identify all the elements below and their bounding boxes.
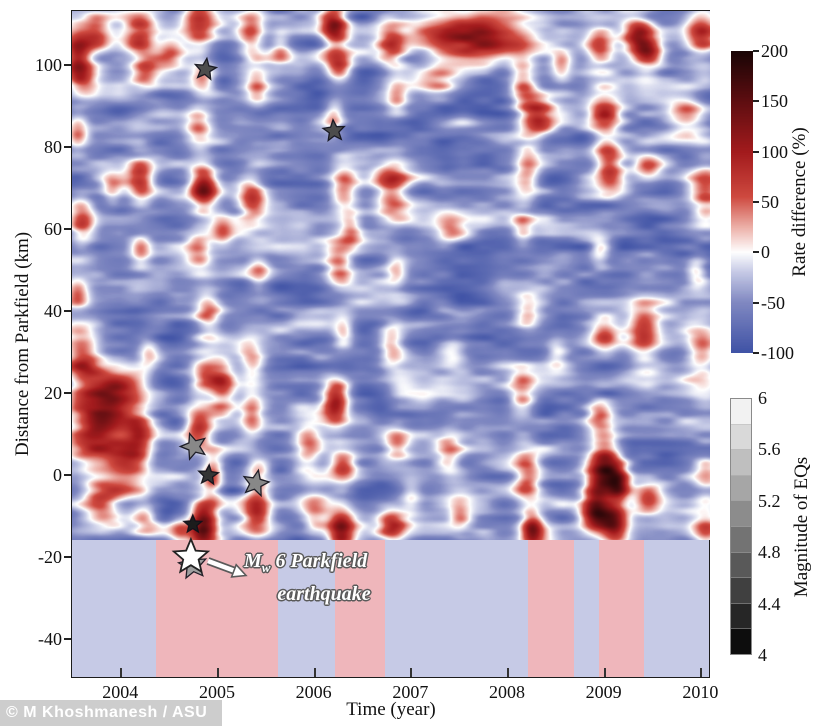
rate-colorbar-tick-mark — [753, 251, 759, 254]
rate-colorbar-tick-mark — [753, 201, 759, 203]
annotation-line2: earthquake — [277, 583, 371, 605]
x-tick-mark — [506, 668, 509, 677]
rate-colorbar-tick-mark — [753, 100, 759, 103]
magnitude-colorbar-cell — [731, 424, 751, 451]
x-tick-label: 2010 — [682, 682, 719, 702]
rate-colorbar-tick-label: 50 — [761, 192, 779, 212]
y-tick-label: 80 — [44, 137, 62, 158]
period-stripe-pink — [528, 540, 574, 677]
rate-colorbar-tick-label: 150 — [761, 91, 788, 112]
x-tick-label: 2008 — [488, 682, 525, 702]
y-tick-mark — [64, 474, 71, 477]
magnitude-colorbar-cell — [731, 603, 751, 630]
x-tick-mark — [313, 668, 316, 677]
rate-colorbar-tick-label: 0 — [761, 242, 770, 263]
x-tick-mark — [603, 668, 606, 677]
y-tick-label: 0 — [53, 465, 62, 486]
y-tick-label: 40 — [44, 301, 62, 322]
rate-colorbar-tick-mark — [753, 352, 759, 354]
y-tick-mark — [64, 146, 71, 149]
period-stripe-blue — [277, 540, 335, 677]
x-tick-label: 2005 — [198, 682, 235, 702]
period-stripe-blue — [72, 540, 157, 677]
magnitude-colorbar-cell — [731, 578, 751, 604]
y-tick-label: 20 — [44, 383, 62, 404]
x-tick-label: 2007 — [392, 682, 429, 702]
aseismic-band — [72, 540, 709, 677]
rate-colorbar-tick-mark — [753, 301, 759, 304]
rate-colorbar-tick-label: 100 — [761, 141, 788, 162]
magnitude-colorbar-cell — [731, 501, 751, 527]
annotation-subscript: w — [261, 560, 271, 575]
magnitude-colorbar-cell — [731, 552, 751, 579]
x-tick-mark — [216, 668, 219, 677]
annotation-magnitude-symbol: M — [244, 550, 262, 572]
magnitude-colorbar — [730, 398, 752, 655]
period-stripe-pink — [598, 540, 645, 677]
y-tick-mark — [64, 64, 71, 67]
magnitude-colorbar-tick-label: 6 — [758, 388, 767, 408]
period-stripe-blue — [644, 540, 709, 677]
y-tick-mark — [64, 638, 71, 641]
rate-colorbar-tick-mark — [753, 50, 759, 52]
period-stripe-blue — [385, 540, 529, 677]
magnitude-colorbar-cell — [731, 450, 751, 476]
y-tick-label: -20 — [38, 547, 62, 568]
y-tick-mark — [64, 228, 71, 231]
magnitude-colorbar-cell — [731, 475, 751, 502]
rate-colorbar-label: Rate difference (%) — [789, 127, 810, 277]
y-tick-label: 100 — [35, 55, 62, 76]
magnitude-colorbar-cell — [731, 526, 751, 553]
magnitude-colorbar-tick-label: 4 — [758, 645, 767, 665]
rate-difference-heatmap — [72, 11, 710, 540]
x-tick-mark — [120, 668, 123, 677]
x-tick-mark — [700, 668, 703, 677]
credit-watermark: © M Khoshmanesh / ASU — [0, 700, 222, 726]
annotation-text: 6 Parkfield — [270, 550, 368, 572]
magnitude-colorbar-cell — [731, 629, 751, 654]
heatmap-plot — [71, 10, 710, 678]
period-stripe-pink — [334, 540, 386, 677]
x-tick-label: 2006 — [295, 682, 332, 702]
period-stripe-blue — [573, 540, 599, 677]
x-tick-mark — [410, 668, 413, 677]
x-axis-label: Time (year) — [346, 699, 436, 720]
y-axis-label: Distance from Parkfield (km) — [12, 231, 33, 457]
magnitude-colorbar-label: Magnitude of EQs — [791, 456, 812, 598]
y-tick-label: -40 — [38, 629, 62, 650]
x-tick-label: 2004 — [102, 682, 139, 702]
rate-difference-colorbar — [731, 51, 753, 353]
rate-colorbar-tick-label: -100 — [761, 343, 794, 363]
magnitude-colorbar-cell — [731, 399, 751, 425]
y-tick-mark — [64, 392, 71, 395]
rate-colorbar-tick-label: 200 — [761, 41, 788, 61]
magnitude-colorbar-tick-label: 4.4 — [758, 593, 781, 614]
y-tick-mark — [64, 310, 71, 313]
magnitude-colorbar-tick-label: 5.2 — [758, 490, 781, 511]
magnitude-colorbar-tick-label: 4.8 — [758, 542, 781, 563]
y-tick-mark — [64, 556, 71, 559]
magnitude-colorbar-tick-label: 5.6 — [758, 439, 781, 460]
rate-colorbar-tick-mark — [753, 150, 759, 153]
rate-colorbar-tick-label: -50 — [761, 292, 785, 313]
x-tick-label: 2009 — [585, 682, 622, 702]
y-tick-label: 60 — [44, 219, 62, 240]
parkfield-earthquake-annotation: Mw 6 Parkfield earthquake — [244, 548, 404, 607]
